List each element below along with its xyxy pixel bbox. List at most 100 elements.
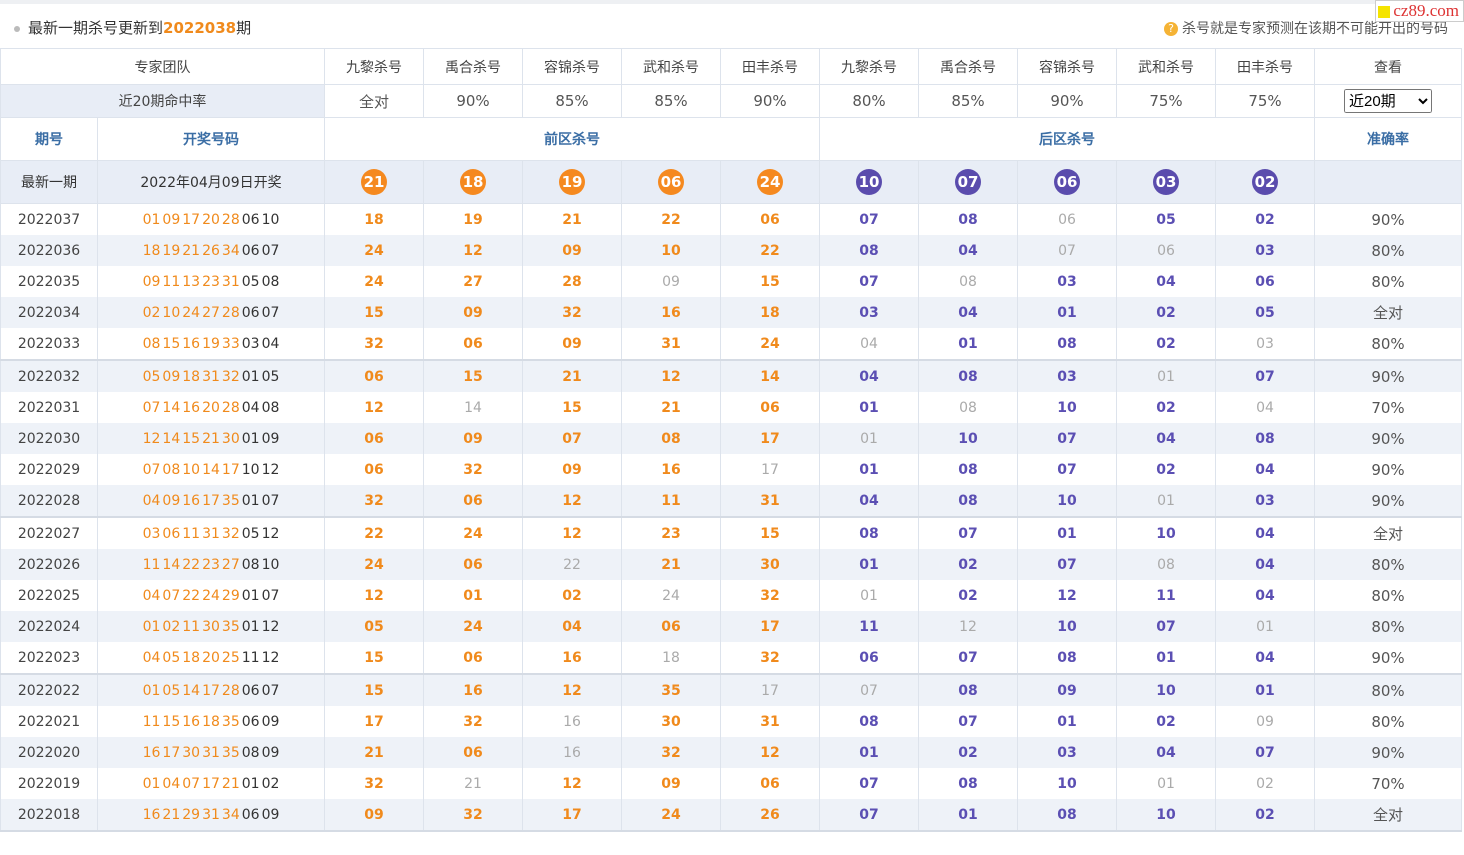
update-title: 最新一期杀号更新到2022038期 <box>14 17 251 38</box>
hit-rate-label: 近20期命中率 <box>0 84 325 118</box>
issue: 2022021 <box>0 706 98 737</box>
kill-front: 06 <box>423 737 523 768</box>
draw-front: 15 <box>182 430 201 447</box>
draw-front: 22 <box>182 587 201 604</box>
kill-front: 12 <box>621 360 721 392</box>
draw-front: 23 <box>202 556 220 573</box>
kill-back: 04 <box>1215 517 1315 549</box>
issue: 2022034 <box>0 297 98 328</box>
draw-back: 07 <box>261 242 280 259</box>
draw-front: 31 <box>202 368 220 385</box>
data-row: 2022021 11 15 16 18 35 06 09 17 32 16 30 31 08 07 01 02 0… <box>0 706 1462 737</box>
kill-front: 12 <box>423 235 523 266</box>
data-row: 2022026 11 14 22 23 27 08 10 24 06 22 21 30 01 02 07 08 0… <box>0 549 1462 580</box>
draw-front: 01 <box>142 211 161 228</box>
kill-back: 03 <box>1215 485 1315 518</box>
expert-name: 容锦杀号 <box>522 48 622 85</box>
kill-back: 02 <box>1215 768 1315 799</box>
kill-front: 09 <box>522 235 622 266</box>
draw-front: 14 <box>162 556 181 573</box>
draw-numbers: 16 17 30 31 35 08 09 <box>97 737 325 768</box>
draw-numbers: 01 09 17 20 28 06 10 <box>97 203 325 235</box>
front-ball: 19 <box>559 169 585 195</box>
period-select[interactable]: 近20期 <box>1344 89 1432 113</box>
draw-back: 02 <box>261 775 280 792</box>
issue: 2022026 <box>0 549 98 580</box>
draw-back: 01 <box>241 618 260 635</box>
draw-front: 04 <box>162 775 181 792</box>
kill-back: 08 <box>918 203 1018 235</box>
kill-back: 01 <box>1215 674 1315 706</box>
kill-back: 01 <box>819 423 919 454</box>
draw-numbers: 01 04 07 17 21 01 02 <box>97 768 325 799</box>
data-row: 2022023 04 05 18 20 25 11 12 15 06 16 18 32 06 07 08 01 0… <box>0 642 1462 675</box>
accuracy: 90% <box>1314 423 1462 454</box>
draw-front: 21 <box>162 806 181 823</box>
kill-front: 31 <box>621 328 721 361</box>
kill-front: 21 <box>621 392 721 423</box>
draw-front: 21 <box>182 242 201 259</box>
accuracy: 90% <box>1314 203 1462 235</box>
draw-back: 08 <box>241 744 260 761</box>
kill-back: 02 <box>1116 392 1216 423</box>
draw-front: 17 <box>202 775 220 792</box>
draw-front: 11 <box>162 273 181 290</box>
ball-cell: 21 <box>324 160 424 204</box>
draw-front: 05 <box>162 649 181 666</box>
draw-front: 15 <box>162 713 181 730</box>
kill-front: 32 <box>522 297 622 328</box>
kill-front: 32 <box>621 737 721 768</box>
kill-front: 15 <box>324 642 424 675</box>
note: ? 杀号就是专家预测在该期不可能开出的号码 <box>1164 18 1448 38</box>
draw-front: 07 <box>142 461 161 478</box>
draw-numbers: 04 05 18 20 25 11 12 <box>97 642 325 675</box>
kill-front: 22 <box>720 235 820 266</box>
hit-rate: 85% <box>621 84 721 118</box>
kill-back: 10 <box>1116 517 1216 549</box>
kill-front: 06 <box>324 454 424 485</box>
kill-front: 18 <box>621 642 721 675</box>
kill-front: 16 <box>522 737 622 768</box>
kill-back: 06 <box>1215 266 1315 297</box>
kill-front: 24 <box>720 328 820 361</box>
kill-back: 05 <box>1215 297 1315 328</box>
kill-front: 12 <box>522 674 622 706</box>
kill-back: 08 <box>1017 328 1117 361</box>
draw-front: 16 <box>182 399 201 416</box>
expert-name: 九黎杀号 <box>324 48 424 85</box>
draw-front: 09 <box>162 368 181 385</box>
ball-cell: 02 <box>1215 160 1315 204</box>
kill-back: 02 <box>918 549 1018 580</box>
view-select-cell: 近20期 <box>1314 84 1462 118</box>
kill-back: 08 <box>819 517 919 549</box>
data-row: 2022030 12 14 15 21 30 01 09 06 09 07 08 17 01 10 07 04 0… <box>0 423 1462 454</box>
accuracy: 90% <box>1314 360 1462 392</box>
kill-front: 21 <box>522 360 622 392</box>
back-ball: 03 <box>1153 169 1179 195</box>
draw-front: 35 <box>221 492 240 509</box>
draw-back: 01 <box>241 430 260 447</box>
draw-numbers: 11 15 16 18 35 06 09 <box>97 706 325 737</box>
kill-front: 12 <box>720 737 820 768</box>
draw-front: 06 <box>162 525 181 542</box>
kill-front: 09 <box>522 328 622 361</box>
issue: 2022035 <box>0 266 98 297</box>
latest-date: 2022年04月09日开奖 <box>97 160 325 204</box>
draw-front: 19 <box>202 335 220 352</box>
kill-front: 17 <box>720 611 820 642</box>
hit-rate: 90% <box>423 84 523 118</box>
col-issue: 期号 <box>0 117 98 161</box>
issue: 2022033 <box>0 328 98 361</box>
draw-front: 07 <box>182 775 201 792</box>
back-ball: 07 <box>955 169 981 195</box>
accuracy: 70% <box>1314 768 1462 799</box>
kill-back: 06 <box>1116 235 1216 266</box>
kill-back: 08 <box>918 454 1018 485</box>
draw-back: 01 <box>241 368 260 385</box>
draw-numbers: 05 09 18 31 32 01 05 <box>97 360 325 392</box>
kill-back: 03 <box>1017 266 1117 297</box>
kill-back: 08 <box>918 674 1018 706</box>
kill-front: 02 <box>522 580 622 611</box>
kill-back: 08 <box>1215 423 1315 454</box>
draw-front: 17 <box>182 211 201 228</box>
